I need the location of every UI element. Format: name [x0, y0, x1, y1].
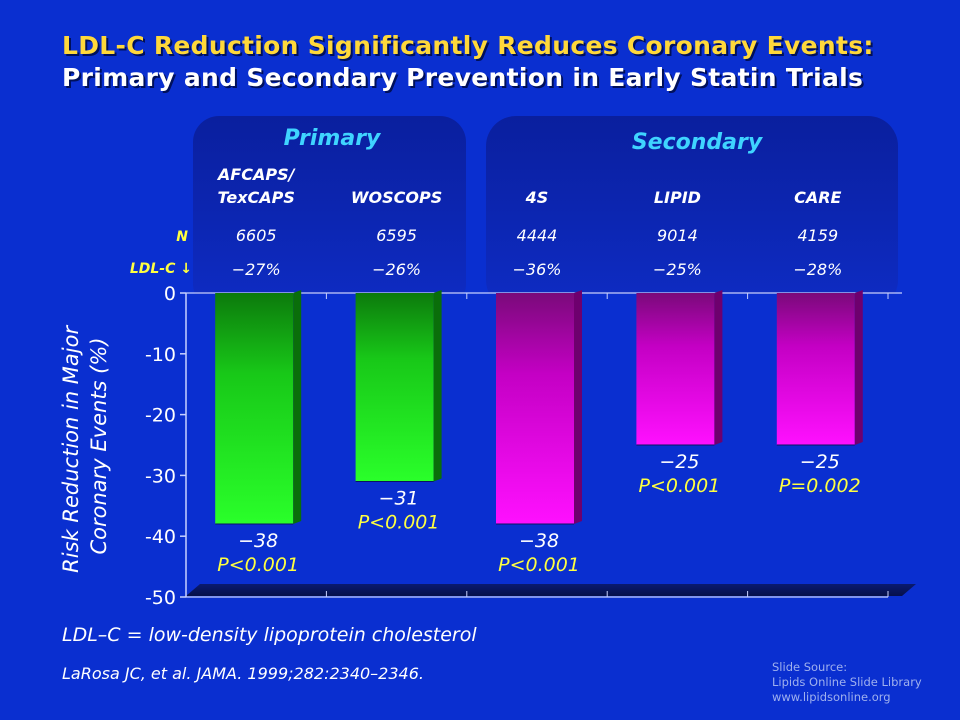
y-axis-label: Risk Reduction in Major Coronary Events …: [59, 319, 111, 573]
value-label: −38: [519, 530, 559, 552]
p-value-label: P<0.001: [498, 554, 580, 576]
study-name: CARE: [794, 188, 841, 207]
study-name: 4S: [525, 188, 549, 207]
bar-front: [215, 293, 294, 525]
bar-side: [714, 290, 723, 445]
reference-citation: LaRosa JC, et al. JAMA. 1999;282:2340–23…: [62, 664, 424, 683]
value-label: −31: [379, 487, 419, 509]
slide-title: LDL-C Reduction Significantly Reduces Co…: [62, 30, 874, 94]
row-label-n: N: [176, 229, 188, 245]
title-line-2: Primary and Secondary Prevention in Earl…: [62, 63, 864, 92]
bar-side: [574, 290, 582, 525]
p-value-label: P<0.001: [639, 475, 721, 497]
group-label-primary: Primary: [284, 126, 382, 151]
row-label-ldl: LDL-C ↓: [130, 261, 192, 277]
ldl-change-value: −36%: [513, 260, 562, 279]
n-value: 9014: [657, 226, 698, 245]
p-value-label: P<0.001: [217, 554, 299, 576]
value-label: −25: [800, 451, 840, 473]
ldl-change-value: −28%: [793, 260, 842, 279]
footnote: LDL–C = low-density lipoprotein choleste…: [62, 624, 477, 646]
chart-floor: [186, 584, 916, 596]
y-tick-label: 0: [164, 283, 176, 305]
source-line-3: www.lipidsonline.org: [772, 690, 891, 704]
study-name: LIPID: [654, 188, 701, 207]
y-tick-label: -10: [145, 344, 176, 366]
bar-2: [355, 290, 442, 482]
y-tick-label: -50: [145, 587, 176, 609]
value-label: −25: [659, 451, 699, 473]
p-value-label: P=0.002: [779, 475, 861, 497]
study-name: AFCAPS/: [216, 165, 296, 184]
ldl-change-value: −26%: [372, 260, 421, 279]
y-tick-label: -40: [145, 526, 176, 548]
source-line-1: Slide Source:: [772, 660, 848, 674]
bar-1: [215, 290, 302, 525]
bar-front: [636, 293, 715, 445]
n-value: 4444: [517, 226, 558, 245]
secondary-panel: [486, 116, 898, 310]
source-line-2: Lipids Online Slide Library: [772, 675, 922, 689]
value-label: −38: [238, 530, 278, 552]
group-label-secondary: Secondary: [632, 130, 764, 155]
title-line-1: LDL-C Reduction Significantly Reduces Co…: [62, 31, 874, 60]
ldl-change-value: −25%: [653, 260, 702, 279]
ldl-change-value: −27%: [232, 260, 281, 279]
bar-side: [854, 290, 863, 445]
study-name-line2: TexCAPS: [217, 188, 294, 207]
bar-4: [636, 290, 723, 446]
bar-front: [496, 293, 574, 525]
slide-source: Slide Source: Lipids Online Slide Librar…: [772, 660, 922, 705]
p-value-label: P<0.001: [358, 511, 440, 533]
bar-front: [355, 293, 434, 482]
n-value: 6595: [376, 226, 417, 245]
y-tick-label: -30: [145, 465, 176, 487]
n-value: 6605: [236, 226, 277, 245]
bar-side: [433, 290, 442, 482]
study-name: WOSCOPS: [351, 188, 442, 207]
bar-3: [496, 290, 582, 525]
y-tick-label: -20: [145, 405, 176, 427]
n-value: 4159: [797, 226, 838, 245]
primary-panel: [193, 116, 466, 310]
bar-5: [776, 290, 863, 446]
bar-front: [776, 293, 855, 445]
bar-side: [293, 290, 302, 525]
